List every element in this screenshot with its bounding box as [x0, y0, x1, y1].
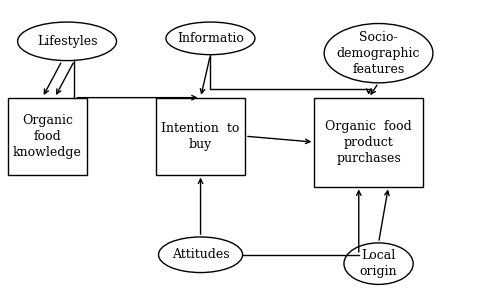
Text: Informatio: Informatio	[177, 32, 244, 45]
Text: Organic  food
product
purchases: Organic food product purchases	[326, 120, 412, 165]
Bar	[8, 98, 87, 175]
Bar	[156, 98, 245, 175]
Text: Lifestyles: Lifestyles	[37, 35, 98, 48]
Bar	[314, 98, 423, 187]
Text: Attitudes: Attitudes	[172, 248, 230, 261]
Text: Intention  to
buy: Intention to buy	[162, 122, 240, 151]
Text: Socio-
demographic
features: Socio- demographic features	[337, 31, 420, 76]
Text: Organic
food
knowledge: Organic food knowledge	[13, 114, 82, 159]
Text: Local
origin: Local origin	[360, 249, 398, 278]
